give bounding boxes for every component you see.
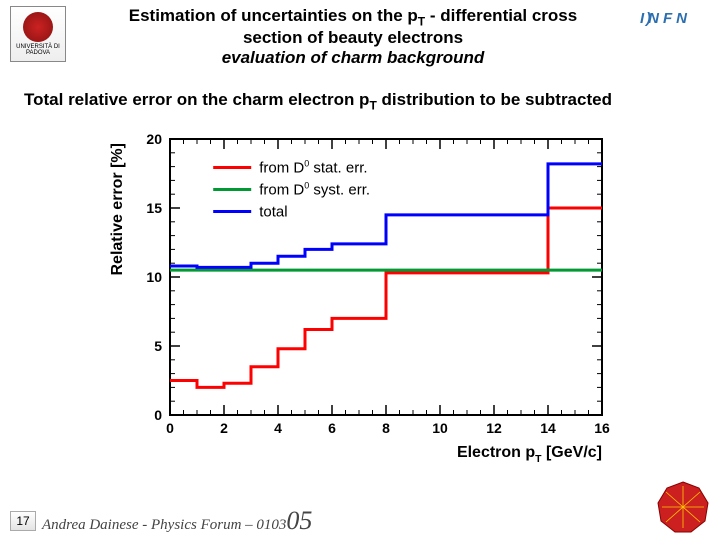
university-logo: UNIVERSITÀ DI PADOVA	[10, 6, 66, 62]
svg-text:10: 10	[432, 420, 448, 436]
svg-text:10: 10	[146, 269, 162, 285]
svg-text:4: 4	[274, 420, 282, 436]
svg-text:6: 6	[328, 420, 336, 436]
svg-text:from D0 syst. err.: from D0 syst. err.	[259, 180, 370, 198]
svg-text:0: 0	[166, 420, 174, 436]
subtitle-sub: T	[369, 99, 376, 113]
subtitle-a: Total relative error on the charm electr…	[24, 90, 369, 109]
footer: 17 Andrea Dainese - Physics Forum – 0103…	[0, 506, 720, 536]
svg-text:total: total	[259, 203, 287, 220]
svg-text:0: 0	[154, 407, 162, 423]
relative-error-chart: 0 2 4 6 8 10 12 14 16 0 5 10 15 20 Electron pT [GeV/c]…	[100, 125, 620, 465]
page-number: 17	[10, 511, 36, 531]
title-line2: section of beauty electrons	[74, 28, 632, 48]
svg-text:2: 2	[220, 420, 228, 436]
svg-text:5: 5	[154, 338, 162, 354]
svg-text:20: 20	[146, 131, 162, 147]
chart-container: 0 2 4 6 8 10 12 14 16 0 5 10 15 20 Electron pT [GeV/c]…	[100, 125, 620, 465]
svg-text:8: 8	[382, 420, 390, 436]
svg-text:12: 12	[486, 420, 502, 436]
footer-text-big: 05	[286, 506, 312, 535]
university-seal-icon	[23, 12, 53, 42]
svg-text:Relative error [%]: Relative error [%]	[109, 143, 126, 276]
svg-text:14: 14	[540, 420, 556, 436]
university-logo-text: UNIVERSITÀ DI PADOVA	[11, 44, 65, 56]
title-line1b: - differential cross	[425, 6, 577, 25]
subtitle-b: distribution to be subtracted	[377, 90, 612, 109]
svg-text:from D0 stat. err.: from D0 stat. err.	[259, 158, 367, 176]
alice-logo-icon	[656, 480, 710, 534]
subtitle: Total relative error on the charm electr…	[0, 68, 720, 116]
svg-text:15: 15	[146, 200, 162, 216]
slide-title: Estimation of uncertainties on the pT - …	[66, 6, 640, 68]
svg-text:16: 16	[594, 420, 610, 436]
title-line1a: Estimation of uncertainties on the p	[129, 6, 418, 25]
title-line3: evaluation of charm background	[74, 48, 632, 68]
svg-text:Electron pT [GeV/c]: Electron pT [GeV/c]	[457, 444, 602, 465]
footer-text-a: Andrea Dainese - Physics Forum – 0103	[42, 517, 286, 533]
infn-logo: IINFNNFN	[640, 6, 710, 27]
